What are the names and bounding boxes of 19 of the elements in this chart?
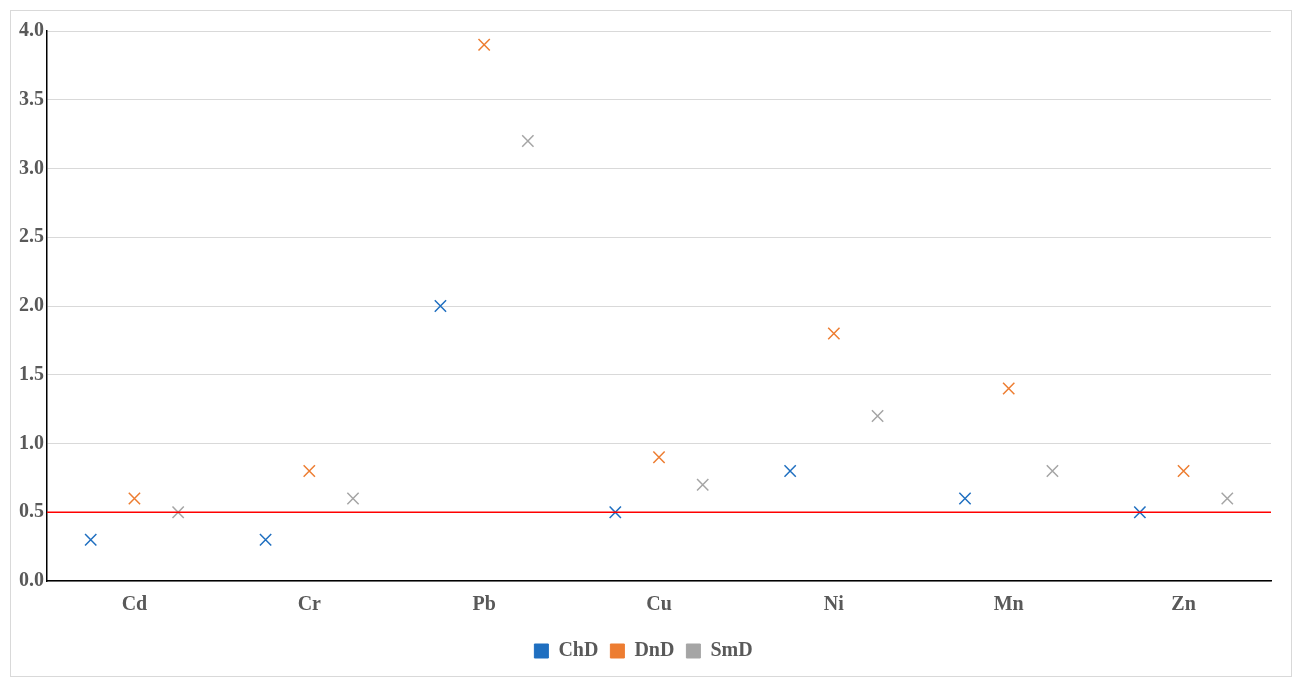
x-tick-label: Cd bbox=[121, 592, 148, 615]
y-tick-label: 4.0 bbox=[19, 18, 44, 41]
y-tick-label: 2.0 bbox=[19, 293, 44, 316]
y-tick-label: 0.5 bbox=[19, 499, 44, 522]
legend-label: DnD bbox=[634, 638, 675, 661]
y-tick-label: 2.5 bbox=[19, 224, 44, 247]
x-tick-label: Zn bbox=[1171, 592, 1196, 615]
x-tick-label: Mn bbox=[993, 592, 1024, 615]
y-tick-label: 1.0 bbox=[19, 430, 44, 453]
y-tick-label: 3.5 bbox=[19, 86, 44, 109]
x-tick-label: Pb bbox=[472, 592, 496, 615]
x-tick-label: Ni bbox=[823, 592, 845, 615]
x-tick-label: Cu bbox=[646, 592, 672, 615]
legend-label: ChD bbox=[558, 638, 599, 661]
y-tick-label: 0.0 bbox=[19, 568, 44, 591]
y-tick-label: 1.5 bbox=[19, 361, 44, 384]
legend-label: SmD bbox=[710, 638, 753, 661]
x-tick-label: Cr bbox=[297, 592, 322, 615]
y-tick-label: 3.0 bbox=[19, 155, 44, 178]
